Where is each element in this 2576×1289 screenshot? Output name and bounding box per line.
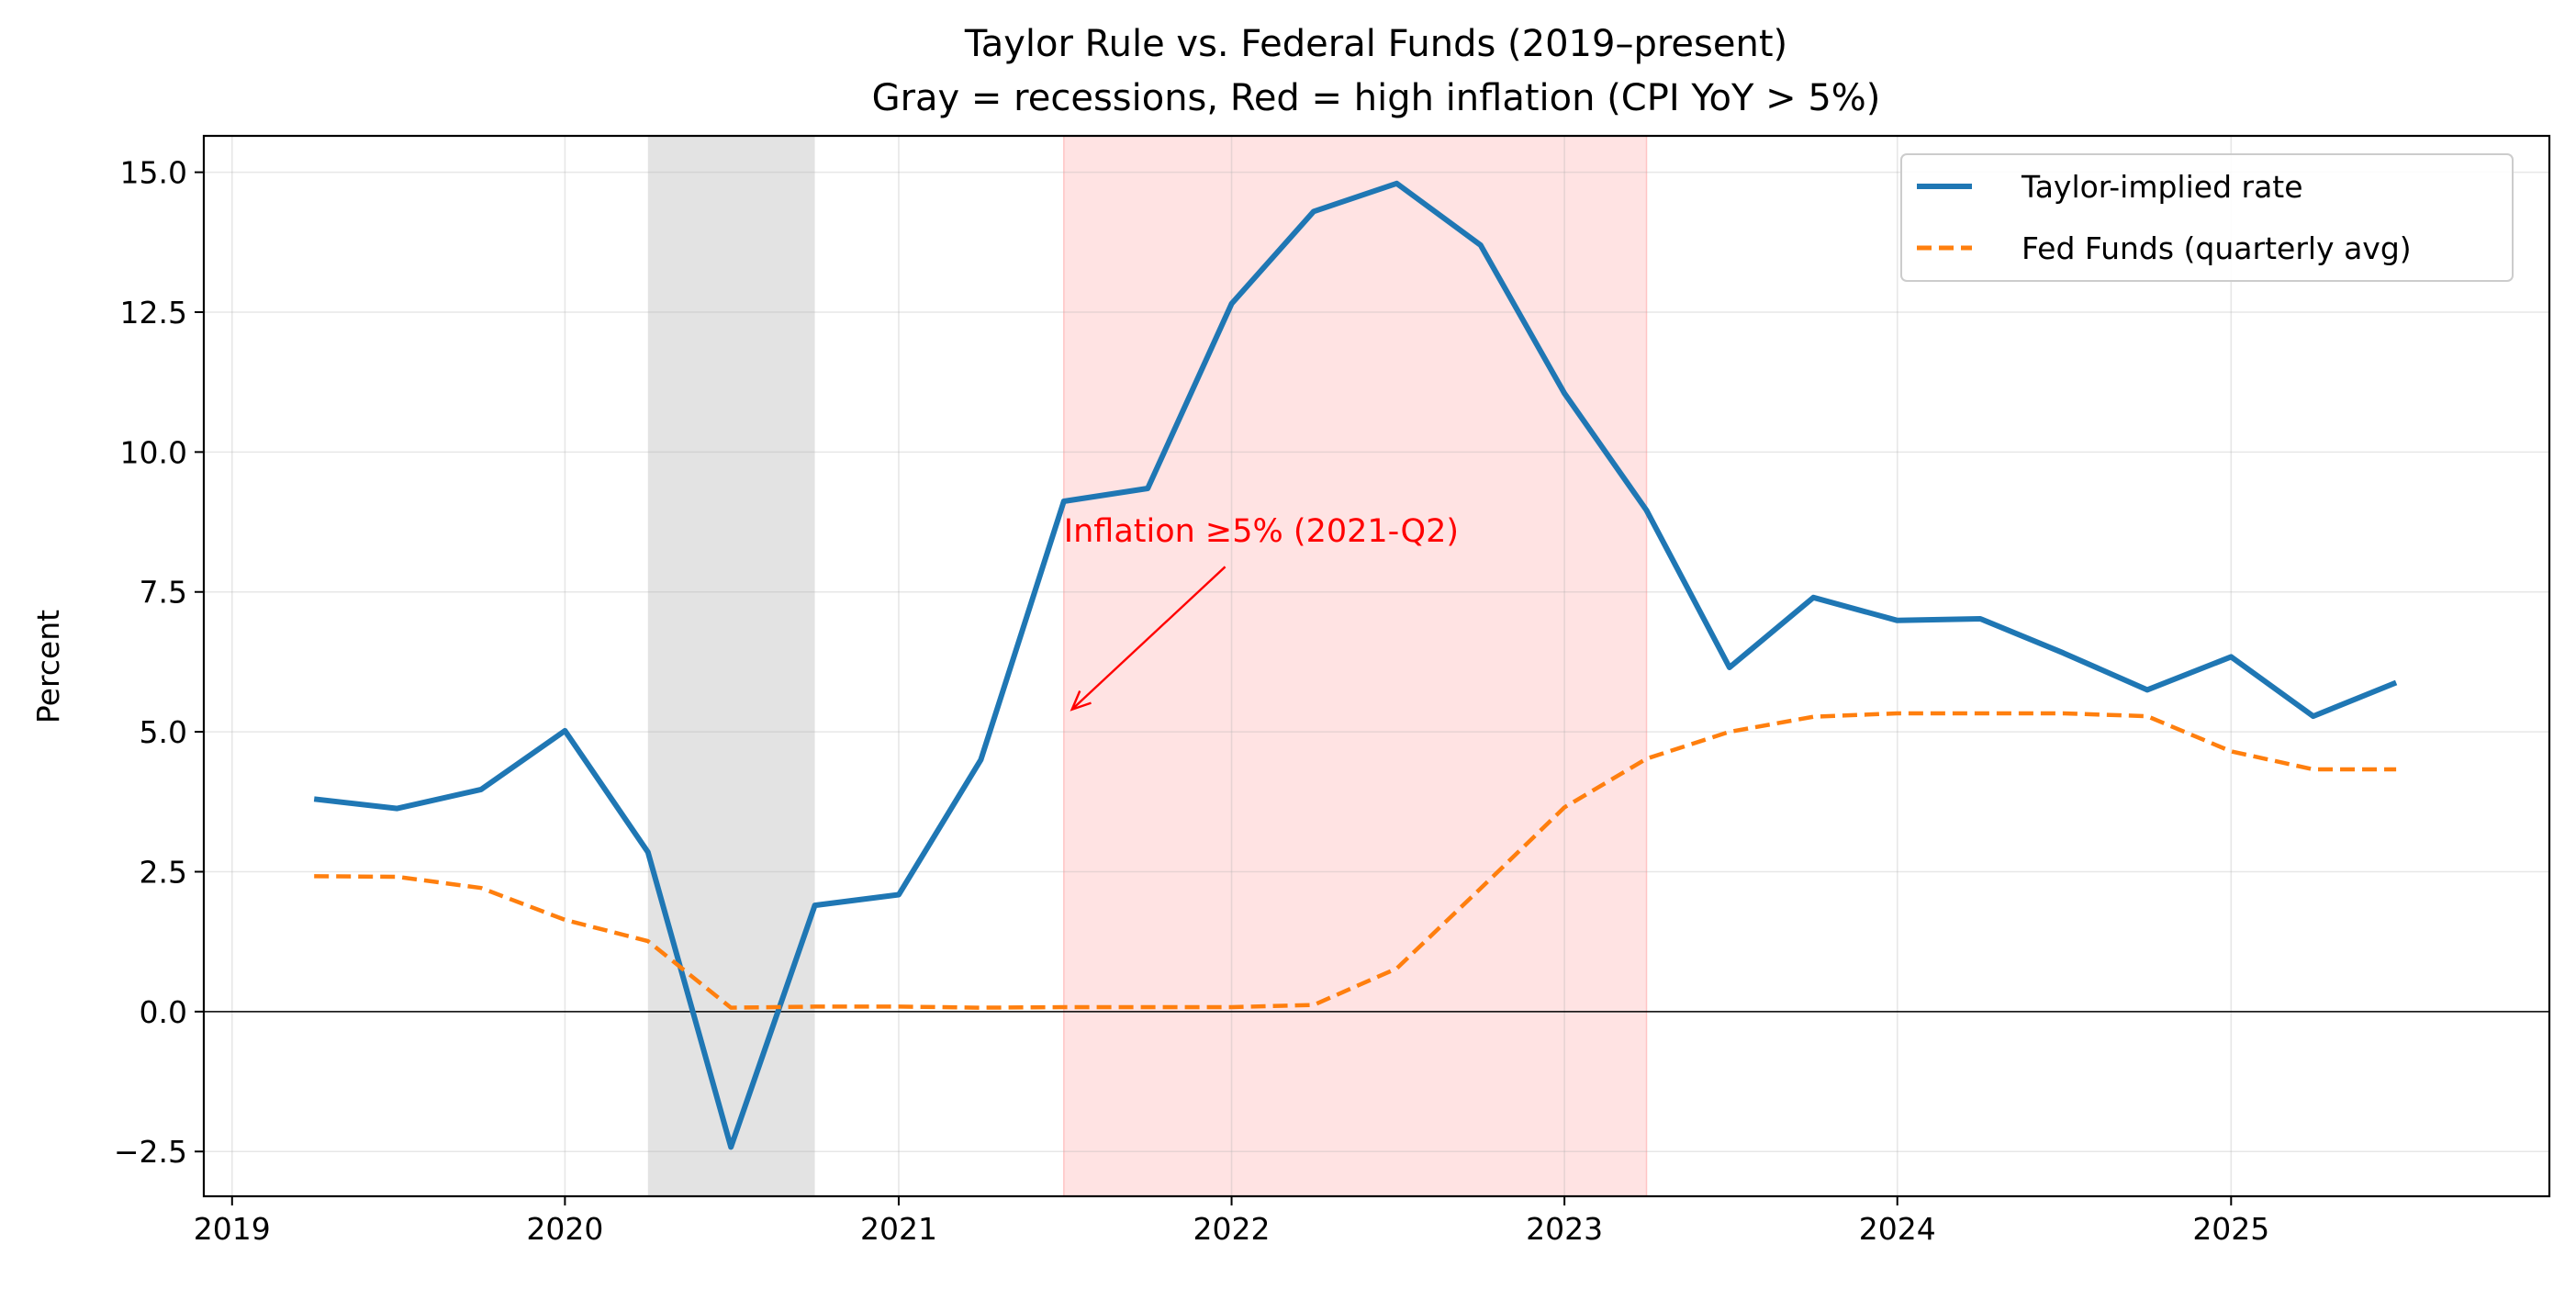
x-tick-label: 2021 (860, 1211, 937, 1247)
legend-label-taylor: Taylor-implied rate (2021, 169, 2303, 205)
legend: Taylor-implied rate Fed Funds (quarterly… (1900, 153, 2514, 282)
shade-high-inflation (1063, 136, 1647, 1196)
y-tick-label: −2.5 (114, 1134, 187, 1170)
legend-label-fed-funds: Fed Funds (quarterly avg) (2022, 230, 2412, 266)
x-tick-label: 2023 (1526, 1211, 1603, 1247)
y-tick-label: 15.0 (120, 155, 187, 191)
y-tick-label: 5.0 (140, 714, 187, 750)
shade-recession (647, 136, 815, 1196)
x-tick-label: 2019 (194, 1211, 271, 1247)
annotation-layer: Inflation ≥5% (2021-Q2) (1064, 513, 1459, 712)
annotation-text: Inflation ≥5% (2021-Q2) (1064, 513, 1459, 550)
series-layer (313, 180, 2398, 1150)
series-line-taylor (313, 180, 2398, 1150)
series-line-fed-funds (314, 711, 2397, 1010)
y-tick-label: 2.5 (140, 854, 187, 890)
plot-frame (202, 134, 2551, 1198)
annotation-arrow-head (1070, 690, 1092, 712)
x-tick-label: 2024 (1859, 1211, 1936, 1247)
x-tick-label: 2025 (2192, 1211, 2269, 1247)
y-axis-label: Percent (30, 610, 66, 723)
shading-layer (647, 136, 1648, 1196)
annotation-arrow-shaft (1070, 566, 1226, 711)
y-tick-label: 7.5 (140, 575, 187, 611)
x-tick-label: 2020 (526, 1211, 603, 1247)
y-tick-label: 12.5 (120, 295, 187, 331)
legend-box (1900, 153, 2514, 282)
chart-title: Taylor Rule vs. Federal Funds (2019–pres… (964, 23, 1787, 65)
ticks-layer: 2019 2020 2021 2022 2023 2024 2025 −2.5 0.0 2.5 5.… (114, 155, 2269, 1247)
x-tick-label: 2022 (1193, 1211, 1271, 1247)
y-tick-label: 0.0 (140, 994, 187, 1030)
chart-subtitle: Gray = recessions, Red = high inflation … (872, 77, 1881, 119)
y-tick-label: 10.0 (120, 434, 187, 470)
